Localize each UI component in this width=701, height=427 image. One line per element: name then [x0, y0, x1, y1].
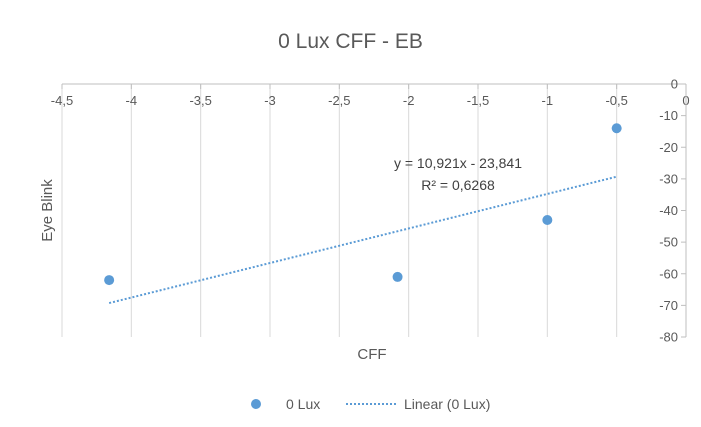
chart-title: 0 Lux CFF - EB [278, 30, 423, 53]
data-point [392, 271, 403, 282]
x-tick-label: -3,5 [189, 93, 211, 108]
x-tick-label: -0,5 [605, 93, 627, 108]
data-point [104, 275, 115, 286]
x-tick-label: -4,5 [51, 93, 73, 108]
y-tick-label: -20 [659, 140, 678, 155]
y-tick-label: -30 [659, 171, 678, 186]
trendline-group [108, 175, 617, 305]
x-tick-label: -2,5 [328, 93, 350, 108]
data-points [104, 123, 622, 286]
y-tick-label: -60 [659, 266, 678, 281]
x-tick-label: -4 [126, 93, 138, 108]
y-tick-label: -80 [659, 330, 678, 345]
x-axis-title: CFF [357, 346, 386, 363]
data-point [611, 123, 622, 134]
grid-lines [61, 84, 687, 337]
x-tick-label: -1,5 [467, 93, 489, 108]
y-tick-label: -10 [659, 108, 678, 123]
axes: -4,5-4-3,5-3-2,5-2-1,5-1-0,500-10-20-30-… [51, 77, 690, 345]
legend-label-linear: Linear (0 Lux) [404, 396, 490, 412]
x-tick-label: -2 [403, 93, 415, 108]
data-point [542, 214, 553, 225]
y-axis-title: Eye Blink [39, 179, 56, 242]
legend-marker-0-lux [251, 399, 261, 409]
y-tick-label: 0 [671, 77, 678, 92]
trendline [108, 175, 617, 305]
legend-label-0-lux: 0 Lux [286, 396, 320, 412]
x-tick-label: -1 [542, 93, 554, 108]
chart-labels: CFF Eye Blink y = 10,921x - 23,841 R² = 0,6… [39, 155, 522, 363]
trendline-equation: y = 10,921x - 23,841 [394, 155, 522, 171]
legend: 0 Lux Linear (0 Lux) [251, 396, 490, 412]
x-tick-label: -3 [264, 93, 276, 108]
trendline-r2: R² = 0,6268 [421, 177, 495, 193]
y-tick-label: -40 [659, 203, 678, 218]
y-tick-label: -50 [659, 235, 678, 250]
y-tick-label: -70 [659, 298, 678, 313]
